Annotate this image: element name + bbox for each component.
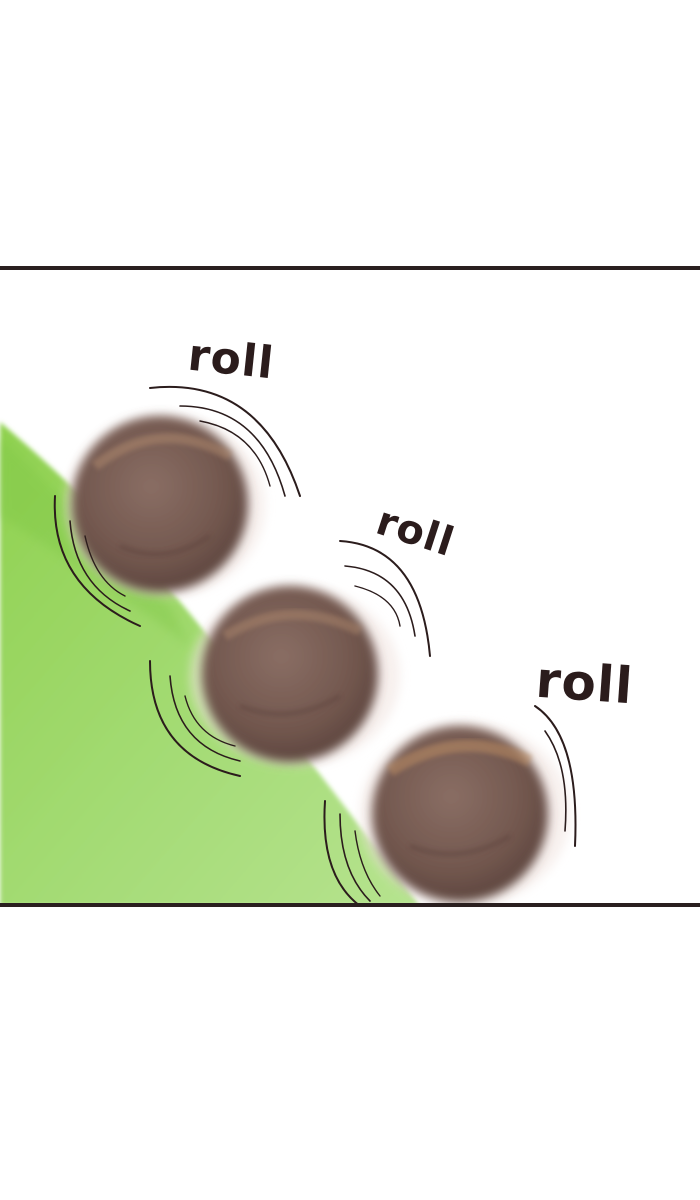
rolling-ball-icon [65,416,265,596]
rolling-ball-icon [190,586,400,766]
sound-effect-roll-1: roll [185,329,277,390]
rolling-ball-icon [360,722,570,906]
panel-border-top [0,266,700,270]
sound-effect-roll-3: roll [534,650,636,716]
motion-lines-icon [53,385,577,906]
rolling-scene [0,385,577,906]
panel-border-bottom [0,903,700,907]
comic-panel [0,266,700,906]
